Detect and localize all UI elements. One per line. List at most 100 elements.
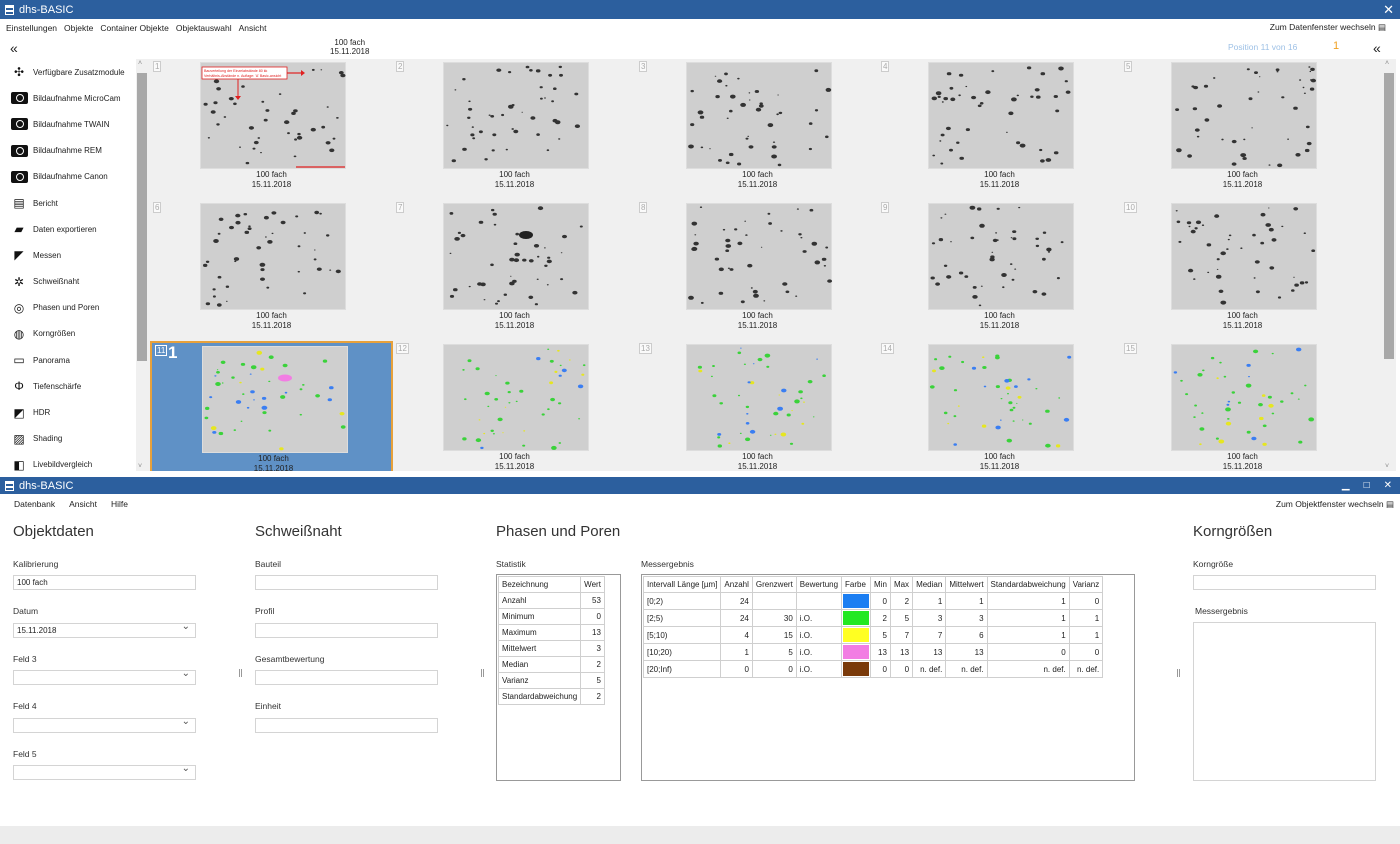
thumbnail-cell[interactable]: 8 100 fach 15.11.2018 bbox=[636, 200, 879, 341]
menu-hilfe[interactable]: Hilfe bbox=[111, 499, 129, 509]
thumbnail-cell[interactable]: 9 100 fach 15.11.2018 bbox=[878, 200, 1121, 341]
thumbnail-cell[interactable]: 2 100 fach 15.11.2018 bbox=[393, 59, 636, 200]
feld5-select[interactable] bbox=[13, 764, 196, 780]
table-row[interactable]: [5;10) 4 15 i.O. 5 7 7 6 1 1 bbox=[642, 626, 1104, 644]
kalibrierung-label: Kalibrierung bbox=[13, 559, 59, 569]
color-swatch[interactable] bbox=[843, 645, 870, 659]
table-cell: 2 bbox=[870, 609, 891, 627]
table-row[interactable]: Maximum 13 bbox=[497, 624, 605, 641]
collapse-sidebar-icon[interactable]: « bbox=[10, 40, 18, 56]
datum-select[interactable]: 15.11.2018 bbox=[13, 622, 196, 638]
sidebar-item-hdr[interactable]: ◩ HDR bbox=[0, 399, 136, 425]
thumbnail-cell[interactable]: 14 100 fach 15.11.2018 bbox=[878, 341, 1121, 471]
gesamtbewertung-field[interactable] bbox=[255, 670, 438, 685]
table-row[interactable]: [10;20) 1 5 i.O. 13 13 13 13 0 0 bbox=[642, 643, 1104, 661]
thumbnail-cell[interactable]: 3 100 fach 15.11.2018 bbox=[636, 59, 879, 200]
sidebar-item-camera[interactable]: Bildaufnahme Canon bbox=[0, 164, 136, 190]
thumbnail-magnification: 100 fach bbox=[258, 454, 289, 463]
table-row[interactable]: Minimum 0 bbox=[497, 608, 605, 625]
sidebar-item-camera[interactable]: Bildaufnahme REM bbox=[0, 138, 136, 164]
sidebar-item-panorama[interactable]: ▭ Panorama bbox=[0, 347, 136, 373]
maximize-icon[interactable]: □ bbox=[1363, 480, 1370, 491]
thumbnail-number: 12 bbox=[396, 343, 409, 354]
table-cell: [0;2) bbox=[642, 592, 722, 610]
thumbnail-cell[interactable]: 1 Bauverteilung der Einzelabstände 80 kk V… bbox=[150, 59, 393, 200]
scroll-up-icon[interactable]: ˄ bbox=[1385, 60, 1390, 67]
scroll-down-icon[interactable]: ˅ bbox=[1385, 463, 1390, 470]
sidebar-item-shading[interactable]: ▨ Shading bbox=[0, 426, 136, 452]
scroll-down-icon[interactable]: ˅ bbox=[138, 463, 143, 470]
menu-ansicht[interactable]: Ansicht bbox=[238, 22, 267, 33]
thumbnail-cell[interactable]: 12 100 fach 15.11.2018 bbox=[393, 341, 636, 471]
menu-objekte[interactable]: Objekte bbox=[64, 22, 94, 33]
column-splitter[interactable] bbox=[239, 669, 242, 677]
statistik-header: Wert bbox=[580, 576, 605, 593]
menu-objektauswahl[interactable]: Objektauswahl bbox=[175, 22, 232, 33]
sidebar-item-measure[interactable]: ◤ Messen bbox=[0, 242, 136, 268]
collapse-right-icon[interactable]: « bbox=[1373, 40, 1381, 56]
window-icon: ▤ bbox=[1385, 498, 1394, 509]
table-cell: 13 bbox=[889, 643, 914, 661]
gallery-scrollbar[interactable]: ˄ ˅ bbox=[1382, 59, 1396, 471]
bauteil-field[interactable] bbox=[255, 575, 438, 590]
table-row[interactable]: Standardabweichung 2 bbox=[497, 688, 605, 705]
einheit-label: Einheit bbox=[255, 701, 281, 711]
feld3-select[interactable] bbox=[13, 669, 196, 685]
menu-container-objekte[interactable]: Container Objekte bbox=[100, 22, 169, 33]
column-splitter[interactable] bbox=[481, 669, 484, 677]
sidebar-item-phases[interactable]: ◎ Phasen und Poren bbox=[0, 295, 136, 321]
menu-datenbank[interactable]: Datenbank bbox=[14, 499, 56, 509]
sidebar-item-depth[interactable]: Φ Tiefenschärfe bbox=[0, 373, 136, 399]
sidebar-scroll-thumb[interactable] bbox=[137, 73, 147, 361]
thumbnail-cell[interactable]: 11 1 100 fach 15.11.2018 bbox=[150, 341, 393, 471]
micrograph-dots bbox=[1175, 207, 1316, 305]
table-row[interactable]: Anzahl 53 bbox=[497, 592, 605, 609]
kalibrierung-field[interactable]: 100 fach bbox=[13, 575, 196, 590]
sidebar-item-weld[interactable]: ✲ Schweißnaht bbox=[0, 269, 136, 295]
thumbnail-cell[interactable]: 10 100 fach 15.11.2018 bbox=[1121, 200, 1364, 341]
table-row[interactable]: [20;Inf) 0 0 i.O. 0 0 n. def. n. def. n. def. n. … bbox=[642, 660, 1104, 678]
sidebar-item-export[interactable]: ▰ Daten exportieren bbox=[0, 216, 136, 242]
column-splitter[interactable] bbox=[1177, 669, 1180, 677]
table-row[interactable]: Median 2 bbox=[497, 656, 605, 673]
thumbnail-cell[interactable]: 4 100 fach 15.11.2018 bbox=[878, 59, 1121, 200]
close-icon[interactable]: ✕ bbox=[1383, 1, 1394, 17]
table-row[interactable]: Varianz 5 bbox=[497, 672, 605, 689]
sidebar-item-grain[interactable]: ◍ Korngrößen bbox=[0, 321, 136, 347]
menu-einstellungen[interactable]: Einstellungen bbox=[6, 22, 58, 33]
table-row[interactable]: [0;2) 24 0 2 1 1 1 0 bbox=[642, 592, 1104, 610]
menu-ansicht[interactable]: Ansicht bbox=[69, 499, 97, 509]
sidebar-item-report[interactable]: ▤ Bericht bbox=[0, 190, 136, 216]
sidebar-item-live-compare[interactable]: ◧ Livebildvergleich bbox=[0, 452, 136, 471]
color-swatch[interactable] bbox=[843, 628, 870, 642]
einheit-field[interactable] bbox=[255, 718, 438, 733]
sidebar-scrollbar[interactable]: ˄ ˅ bbox=[136, 59, 148, 471]
sidebar-item-camera[interactable]: Bildaufnahme TWAIN bbox=[0, 111, 136, 137]
thumbnail-cell[interactable]: 7 100 fach 15.11.2018 bbox=[393, 200, 636, 341]
sidebar-item-label: Shading bbox=[33, 434, 63, 444]
close-icon[interactable]: ✕ bbox=[1383, 480, 1392, 491]
thumbnail-cell[interactable]: 13 100 fach 15.11.2018 bbox=[636, 341, 879, 471]
korngroesse-field[interactable] bbox=[1193, 575, 1376, 590]
korn-messergebnis-box[interactable] bbox=[1193, 622, 1376, 781]
scroll-up-icon[interactable]: ˄ bbox=[138, 60, 143, 67]
thumbnail-cell[interactable]: 6 100 fach 15.11.2018 bbox=[150, 200, 393, 341]
color-swatch[interactable] bbox=[843, 611, 870, 625]
feld4-select[interactable] bbox=[13, 717, 196, 733]
minimize-icon[interactable]: ▁ bbox=[1341, 480, 1350, 491]
sidebar-item-puzzle[interactable]: ✣ Verfügbare Zusatzmodule bbox=[0, 59, 136, 85]
table-row[interactable]: [2;5) 24 30 i.O. 2 5 3 3 1 1 bbox=[642, 609, 1104, 627]
micrograph-dots bbox=[1175, 66, 1316, 168]
color-swatch[interactable] bbox=[843, 594, 870, 608]
color-swatch[interactable] bbox=[843, 662, 870, 676]
table-row[interactable]: Mittelwert 3 bbox=[497, 640, 605, 657]
thumbnail-cell[interactable]: 5 100 fach 15.11.2018 bbox=[1121, 59, 1364, 200]
profil-field[interactable] bbox=[255, 623, 438, 638]
switch-label: Zum Objektfenster wechseln bbox=[1275, 498, 1384, 509]
annotation-text: Verhältnis-Abstände n. Auflage: 'A' Basi… bbox=[204, 74, 281, 78]
switch-to-data-window[interactable]: Zum Datenfenster wechseln ▤ bbox=[1270, 22, 1386, 33]
thumbnail-cell[interactable]: 15 100 fach 15.11.2018 bbox=[1121, 341, 1364, 471]
sidebar-item-camera[interactable]: Bildaufnahme MicroCam bbox=[0, 85, 136, 111]
gallery-scroll-thumb[interactable] bbox=[1384, 73, 1394, 359]
switch-to-object-window[interactable]: Zum Objektfenster wechseln ▤ bbox=[1276, 499, 1394, 510]
